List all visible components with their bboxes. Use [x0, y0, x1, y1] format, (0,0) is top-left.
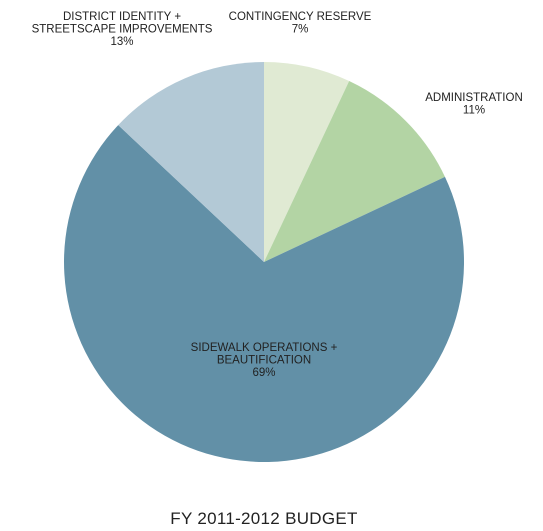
slice-percent-4: 13% — [110, 36, 133, 48]
pie-slice-4 — [118, 62, 265, 262]
pie-slice-3 — [64, 125, 465, 462]
slice-label-3-line-1: SIDEWALK OPERATIONS + — [191, 342, 338, 354]
slice-label-3-line-2: BEAUTIFICATION — [217, 355, 311, 367]
pie-slice-2 — [264, 81, 445, 262]
slice-percent-1: 7% — [292, 24, 309, 36]
pie-slices — [64, 62, 465, 462]
pie-slice-1 — [264, 62, 350, 262]
slice-label-4-line-2: STREETSCAPE IMPROVEMENTS — [32, 24, 213, 36]
slice-label-2-line-1: ADMINISTRATION — [425, 92, 523, 104]
slice-label-4-line-1: DISTRICT IDENTITY + — [63, 11, 181, 23]
slice-percent-2: 11% — [463, 105, 485, 117]
slice-percent-3: 69% — [252, 367, 275, 379]
slice-label-1-line-1: CONTINGENCY RESERVE — [229, 11, 372, 23]
chart-title: FY 2011-2012 BUDGET — [170, 509, 357, 528]
